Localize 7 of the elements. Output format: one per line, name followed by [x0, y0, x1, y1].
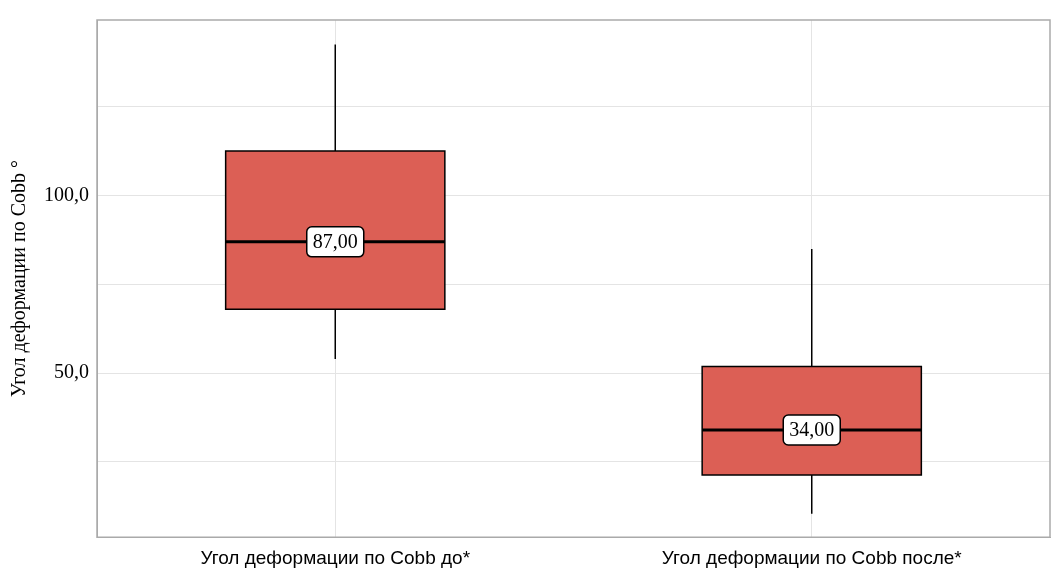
x-tick-label: Угол деформации по Cobb после* [661, 546, 963, 568]
x-tick-label: Угол деформации по Cobb до* [200, 546, 471, 568]
y-tick-label: 50,0 [54, 360, 89, 383]
text: 34,00 [789, 418, 835, 441]
y-axis-title: Угол деформации по Cobb ° [7, 159, 31, 398]
text: 87,00 [312, 230, 358, 253]
y-tick-label: 100,0 [44, 182, 89, 205]
